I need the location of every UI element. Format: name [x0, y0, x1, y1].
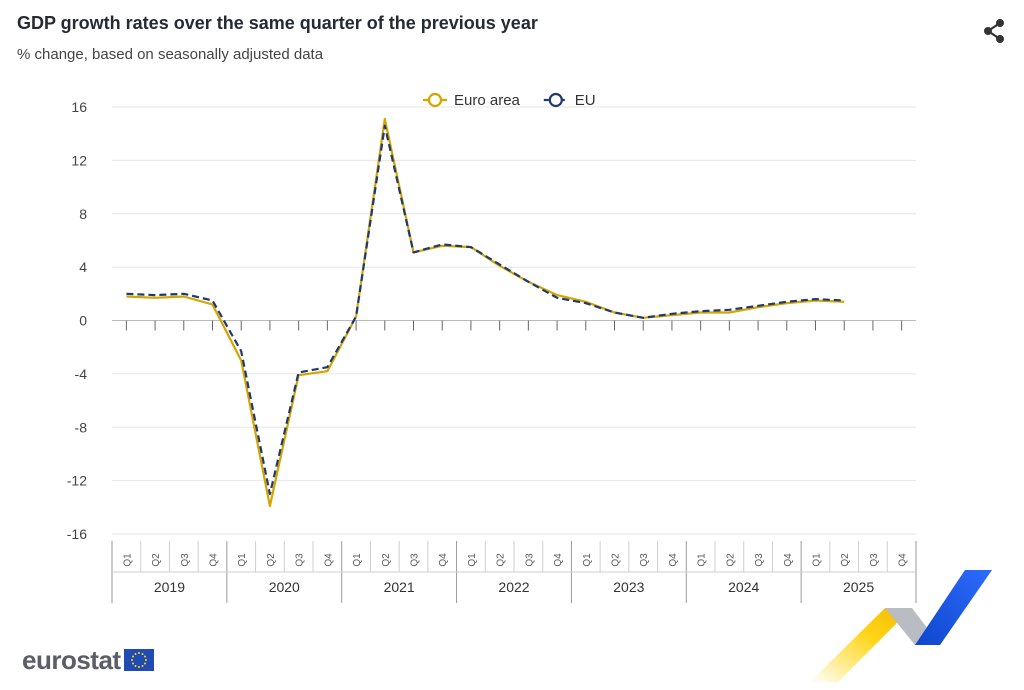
y-tick-label: -12 — [67, 473, 87, 489]
year-label: 2020 — [269, 579, 300, 595]
eu-flag-icon — [123, 649, 154, 671]
y-tick-label: 12 — [71, 152, 87, 168]
quarter-label: Q4 — [438, 553, 449, 567]
eurostat-logo[interactable]: eurostat — [22, 645, 154, 675]
share-icon[interactable] — [980, 17, 1008, 45]
quarter-label: Q3 — [295, 553, 306, 567]
y-tick-label: 4 — [79, 259, 87, 275]
legend-label: EU — [575, 92, 596, 109]
year-label: 2024 — [728, 579, 759, 595]
legend-item-euro-area[interactable]: Euro area — [423, 92, 521, 109]
quarter-label: Q3 — [180, 553, 191, 567]
y-tick-label: 16 — [71, 99, 87, 115]
quarter-label: Q2 — [725, 553, 736, 567]
quarter-label: Q1 — [812, 553, 823, 567]
quarter-label: Q4 — [783, 553, 794, 567]
legend-label: Euro area — [454, 92, 521, 109]
quarter-label: Q1 — [467, 553, 478, 567]
legend-marker — [427, 92, 443, 108]
quarter-label: Q3 — [754, 553, 765, 567]
y-tick-label: -4 — [75, 366, 88, 382]
legend-item-eu[interactable]: EU — [543, 92, 596, 109]
quarter-label: Q4 — [668, 553, 679, 567]
quarter-label: Q1 — [122, 553, 133, 567]
y-tick-label: -16 — [67, 526, 87, 542]
year-label: 2019 — [154, 579, 185, 595]
series-lines[interactable] — [126, 117, 845, 508]
quarter-label: Q3 — [524, 553, 535, 567]
y-tick-label: 0 — [79, 313, 87, 329]
quarter-label: Q2 — [266, 553, 277, 567]
quarter-label: Q3 — [639, 553, 650, 567]
legend[interactable]: Euro area EU — [423, 92, 596, 109]
quarter-label: Q4 — [898, 553, 909, 567]
decorative-ribbon — [810, 570, 992, 682]
quarter-label: Q4 — [209, 553, 220, 567]
quarter-label: Q2 — [381, 553, 392, 567]
year-label: 2023 — [613, 579, 644, 595]
quarter-label: Q2 — [496, 553, 507, 567]
quarter-label: Q4 — [323, 553, 334, 567]
quarter-label: Q1 — [352, 553, 363, 567]
logo-text: eurostat — [22, 644, 121, 675]
series-eu[interactable] — [126, 124, 845, 496]
chart-subtitle: % change, based on seasonally adjusted d… — [17, 46, 324, 63]
grid-lines: 16 12 8 4 0 -4 -8 -12 -16 — [67, 99, 916, 542]
quarter-label: Q2 — [611, 553, 622, 567]
y-tick-label: 8 — [79, 206, 87, 222]
chart-title: GDP growth rates over the same quarter o… — [17, 13, 538, 33]
quarter-label: Q3 — [869, 553, 880, 567]
year-label: 2022 — [498, 579, 529, 595]
quarter-label: Q3 — [410, 553, 421, 567]
quarter-label: Q2 — [840, 553, 851, 567]
series-euro-area[interactable] — [126, 117, 845, 508]
year-label: 2025 — [843, 579, 874, 595]
quarter-label: Q1 — [237, 553, 248, 567]
quarter-label: Q2 — [151, 553, 162, 567]
quarter-label: Q1 — [697, 553, 708, 567]
quarter-label: Q1 — [582, 553, 593, 567]
x-axis: Q1 Q2 Q3 Q4 Q1 Q2 Q3 Q4 Q1 Q2 Q3 Q4 Q1 Q2 Q3 Q4 Q1 Q2 Q3 Q4… — [111, 320, 917, 603]
legend-marker — [548, 92, 563, 108]
quarter-label: Q4 — [553, 553, 564, 567]
y-tick-label: -8 — [75, 419, 88, 435]
year-label: 2021 — [384, 579, 415, 595]
